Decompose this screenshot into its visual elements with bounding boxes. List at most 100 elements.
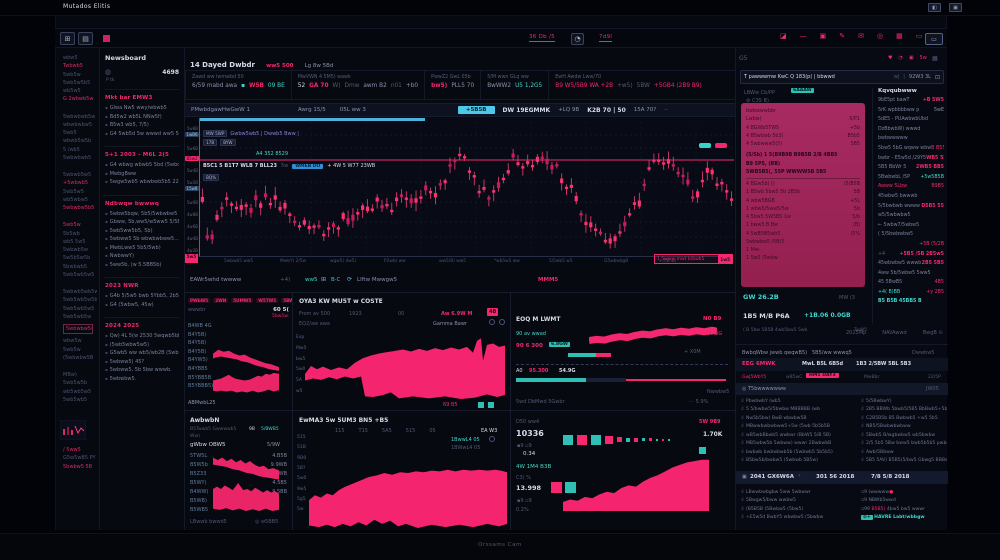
- rail-item[interactable]: 5bwbwb5: [63, 263, 88, 270]
- quote-row[interactable]: 9bE5pt bawT +B 5W5: [878, 98, 944, 103]
- range-selector[interactable]: 1 5www mwt b/bwb5 1w5: [654, 254, 733, 264]
- tbl-list-item-b[interactable]: 4 C2B5B5b B5 Bwbwb5 +w5 5b5: [861, 415, 938, 421]
- rail-item[interactable]: 5wbwbw5b5: [63, 205, 95, 211]
- rail-item[interactable]: 5wbwb5w: [63, 247, 88, 253]
- legend-chip[interactable]: MW 5WP: [203, 130, 228, 137]
- quote-row[interactable]: 5dE5 - PUAwbwbUbd: [878, 117, 928, 123]
- layers-icon[interactable]: ▤: [78, 32, 93, 45]
- tbl-row-highlight[interactable]: EEG 6MWK MwL B5L 6B5d 1B3 2/5BW 5BL 5B3: [736, 358, 948, 371]
- rail-item[interactable]: (5wbwbw5B: [63, 354, 94, 361]
- sidebar-news-item[interactable]: ▪ 5ww5b, (w 5.5BB5b): [105, 261, 162, 268]
- rail-item[interactable]: 5wb5wb5: [63, 396, 88, 403]
- tbl-list-item[interactable]: 4 wB5wbBbwb5 wwbwr (BbW5 5/B 5B): [741, 432, 831, 438]
- quote-row[interactable]: Awww 5Lbw B9B5: [878, 184, 944, 190]
- favorite-icon[interactable]: ♥: [888, 55, 893, 61]
- wl-row[interactable]: B4Y5B): [188, 348, 207, 355]
- ring-icon[interactable]: [489, 319, 495, 325]
- quote-row[interactable]: DzBbwbW) wwwd: [878, 126, 921, 132]
- tbl-list-item-b[interactable]: 4 NB5/5Bwbwbwbww: [861, 424, 911, 430]
- sidebar-news-item[interactable]: ▪G5wb5 ww wb5/wb2B (5wbwd 5bw5: [105, 350, 179, 356]
- sidebar-news-item[interactable]: ▪ 5wbww5) 45?: [105, 358, 145, 365]
- tbl-list-item-2[interactable]: 4 5Bwgw5/bww wwbw5: [741, 498, 796, 504]
- rail-item[interactable]: 5wb5w: [63, 71, 81, 78]
- rail-item[interactable]: 5 /wb5: [63, 146, 80, 153]
- symbol-search[interactable]: T pawwwmw KwC Q 183(p( | bbwwd wj | 92W3…: [740, 70, 944, 84]
- chart-range[interactable]: Awrg 15/5: [297, 107, 326, 113]
- tbl-list-item[interactable]: 4 MBwwbwbwbww5+5w (5wb 5b5b5B: [741, 424, 830, 430]
- panel-icon[interactable]: ▣: [949, 3, 962, 12]
- toolbar-action-icon[interactable]: ◪: [780, 32, 787, 40]
- cyan-pill[interactable]: [699, 143, 711, 148]
- grid-icon[interactable]: ⊞: [60, 32, 75, 45]
- rail-item[interactable]: 5wb5w: [63, 222, 81, 229]
- sidebar-news-item[interactable]: ▪ Bd5w2 wb5L NNw5f): [105, 113, 162, 120]
- sidebar-news-item[interactable]: ▪G4b 5/5w5 bwb 5Ybb5, 2b5wb5w: [105, 293, 179, 299]
- rail-item[interactable]: Twbwb5: [63, 63, 83, 70]
- sidebar-section-header[interactable]: 2023 NWR: [105, 283, 139, 289]
- tbl-list-item[interactable]: 4 Nw5b5bw) BwB wbwbw5B: [741, 415, 807, 421]
- rail-item[interactable]: 5wbwb5wb5w: [63, 289, 97, 295]
- panel-flag-icon[interactable]: G5: [739, 55, 748, 62]
- pos-row[interactable]: B5WB5: [190, 507, 209, 513]
- toolbar-action-icon[interactable]: ▣: [819, 32, 827, 40]
- ring-icon-3[interactable]: [489, 436, 495, 442]
- wl-row[interactable]: B4WB 4G: [188, 323, 212, 329]
- sidebar-news-item[interactable]: ▪ NwbwwY): [105, 253, 134, 259]
- order-card[interactable]: bwbwwwbbr Lwbw) 5/P1 4 BGWb5TW5 +5b 4 B5wbwb …: [741, 103, 865, 287]
- rail-foot-item[interactable]: / 5ww5: [63, 447, 81, 453]
- sidebar-news-item[interactable]: ▪ 5wbww5 5b wbwbwbww5...: [105, 236, 179, 242]
- candlestick-chart[interactable]: 5w8B 5w6B 5w4B 5w2B 5w0B 4w8B 4w6B 4w4B 4w2B 1wB6…: [185, 118, 735, 270]
- sidebar-news-item[interactable]: ▪G4 wbwg wbwb5 5bd (5wbd ww5: [105, 162, 179, 168]
- tbl-list-item-b[interactable]: 4 5B5 5AV) B5B5(5/bw5 Gbwg5 BBBw5: [861, 458, 947, 464]
- toolbar-action-icon[interactable]: ▭: [915, 32, 923, 40]
- area-pink-box[interactable]: 4B: [487, 308, 499, 316]
- rail-item[interactable]: 5wb5wb5w5: [63, 271, 95, 278]
- rail-item[interactable]: G 2wbwb5w: [63, 96, 94, 103]
- gear-icon[interactable]: ⚙ C35 B): [746, 98, 769, 104]
- rail-item[interactable]: 5wbwb5w5: [63, 172, 92, 178]
- rail-item[interactable]: wbwbwbw5: [63, 121, 93, 128]
- grid-small-icon[interactable]: ⊞: [321, 276, 327, 283]
- order-badge[interactable]: 6AAAW: [791, 88, 814, 93]
- quote-row[interactable]: 5bw5 5bG wqww wbw B B55: [878, 145, 944, 151]
- tbl-date-row[interactable]: ▣ 2041 GX6W6A * 301 56 2018 7/8 5/8 2018: [736, 471, 948, 484]
- mini-tab[interactable]: PWbW5: [188, 298, 211, 303]
- sidebar-section-header[interactable]: 2024 2025: [105, 323, 140, 329]
- chart-plot-area[interactable]: MW 5WP Gwbw5wb5 | Dwwb5 Bww | 17B BYW A4…: [199, 118, 734, 257]
- sidebar-news-item[interactable]: ▪ B5w3 wb5, 7/5): [105, 122, 149, 128]
- quote-row[interactable]: 5BwbwbL /5P +5w5B5B: [878, 174, 944, 180]
- rail-item[interactable]: 5wb5wb5w5b: [63, 297, 97, 304]
- link-badge[interactable]: ⊙+: [861, 515, 873, 521]
- rail-item[interactable]: 5wbwbwb5: [63, 154, 92, 161]
- rail-foot-item[interactable]: 5bwbw5 5B: [63, 463, 93, 470]
- status-item-1[interactable]: ▫9 (wwwww●: [861, 490, 894, 495]
- quote-row[interactable]: +4 +5B5 /5B 2B5w5: [878, 251, 944, 257]
- pos-row[interactable]: 5TW5L: [190, 453, 208, 459]
- rail-item[interactable]: wbw5w: [63, 338, 82, 345]
- tbl-list-item-b[interactable]: 4 2B5 BBWb 5bwb5/5B5 BbBwb5+5bw5: [861, 407, 947, 413]
- status-item-3[interactable]: ▫99 B5B5( 4bw5 bw5 wwwr: [861, 506, 926, 512]
- ring-icon-2[interactable]: [499, 319, 505, 325]
- rail-item[interactable]: MBw): [63, 372, 77, 378]
- indicator-badge[interactable]: WMEB DO: [292, 163, 324, 169]
- range-value[interactable]: 1w5: [718, 255, 732, 263]
- rail-item[interactable]: 5wb5w5b5: [63, 79, 91, 86]
- footer-label2[interactable]: Llftw Mwwgw5: [357, 277, 398, 283]
- sidebar-news-item[interactable]: ▪ 5wbwbw5.: [105, 375, 137, 382]
- chart-stat-5[interactable]: --: [664, 107, 669, 113]
- tbl-list-item[interactable]: 4 MB5wbw5b 5wbww) wwwr 2BwbwbB: [741, 441, 832, 447]
- expand-icon[interactable]: ⊡: [934, 73, 940, 81]
- sidebar-news-item[interactable]: ▪ 5wb5ww5b5, 5b): [105, 227, 153, 234]
- sidebar-section-header[interactable]: 5+1 2003 - M6L 2(5: [105, 152, 170, 158]
- sidebar-section-header[interactable]: Mkt bar EMW3: [105, 95, 153, 101]
- sidebar-news-item[interactable]: ▪5wgw5wb5 wbwbwb5b5 2225B45): [105, 179, 179, 185]
- quote-row[interactable]: B5 B5B 45BB5 B: [878, 299, 922, 305]
- wl-row[interactable]: B5YBB5B: [188, 374, 212, 381]
- quote-foot[interactable]: BwgB ⊙: [922, 330, 943, 336]
- wl-row[interactable]: B4YW5): [188, 357, 208, 364]
- percent-chip[interactable]: BQ%: [203, 174, 220, 181]
- favorite-icon[interactable]: ▣: [908, 55, 914, 61]
- status-item-4[interactable]: ⊙+ HAVRE Labt/wbbgw: [861, 515, 925, 521]
- tbl-list-item[interactable]: 4 bwbwb bwbwbwb5b (5wbwb5 5b5b5): [741, 449, 833, 455]
- quote-row[interactable]: 5rK wpbbbbww p 5wE: [878, 107, 944, 113]
